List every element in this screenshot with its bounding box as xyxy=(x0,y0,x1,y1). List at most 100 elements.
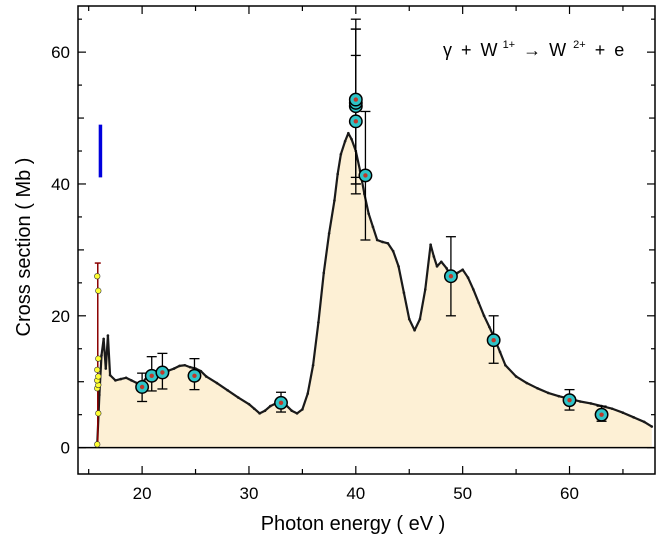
measured-point-center xyxy=(149,373,154,378)
curve-point xyxy=(114,379,117,382)
curve-point xyxy=(589,402,593,405)
x-axis-label: Photon energy ( eV ) xyxy=(261,513,446,535)
curve-point xyxy=(130,379,133,382)
curve-point xyxy=(435,265,439,268)
x-tick-label: 30 xyxy=(240,484,259,503)
curve-point xyxy=(367,212,370,215)
measured-point-center xyxy=(491,337,496,343)
curve-point xyxy=(339,153,343,156)
curve-point xyxy=(423,288,427,291)
measured-point-center xyxy=(192,373,197,378)
curve-point xyxy=(301,408,304,411)
curve-point xyxy=(333,199,336,202)
low-energy-point xyxy=(94,273,101,280)
curve-point xyxy=(311,363,315,367)
curve-point xyxy=(391,249,395,253)
curve-point xyxy=(178,364,181,368)
curve-point xyxy=(236,396,240,399)
curve-point xyxy=(472,288,475,291)
low-energy-point xyxy=(95,410,102,417)
curve-point xyxy=(108,373,112,377)
reaction-annotation: γ + W 1+ → W 2+ + e xyxy=(443,32,624,60)
y-tick-label: 40 xyxy=(51,175,70,194)
curve-point xyxy=(100,354,103,357)
curve-point xyxy=(482,314,486,318)
x-tick-label: 20 xyxy=(133,484,152,503)
curve-point xyxy=(546,391,550,395)
curve-point xyxy=(102,337,105,341)
plot-area xyxy=(78,18,655,449)
curve-point xyxy=(124,376,128,380)
curve-point xyxy=(504,363,507,367)
curve-point xyxy=(381,240,384,244)
curve-point xyxy=(610,407,614,411)
curve-point xyxy=(317,321,320,324)
curve-point xyxy=(375,238,379,242)
x-tick-label: 40 xyxy=(346,484,365,503)
curve-point xyxy=(525,381,529,385)
curve-point xyxy=(336,172,339,176)
curve-point xyxy=(402,291,406,295)
measured-point-center xyxy=(278,400,284,406)
curve-point xyxy=(258,412,261,415)
measured-point-center xyxy=(353,97,359,102)
area-fill xyxy=(97,133,652,448)
curve-point xyxy=(632,416,635,419)
x-tick-label: 50 xyxy=(453,484,472,503)
x-tick-label: 60 xyxy=(560,484,579,503)
y-tick-label: 0 xyxy=(61,439,70,458)
curve-point xyxy=(429,243,432,246)
curve-point xyxy=(413,329,416,332)
axes: 20 30 40 50 60 0 20 40 60 xyxy=(51,5,656,503)
curve-point xyxy=(557,394,561,398)
curve-point xyxy=(253,407,256,411)
measured-point-center xyxy=(160,370,165,375)
curve-point xyxy=(172,367,176,370)
curve-point xyxy=(650,425,654,428)
curve-point xyxy=(183,363,187,367)
curve-point xyxy=(204,375,208,378)
measured-point-center xyxy=(599,412,604,417)
curve-point xyxy=(386,241,390,245)
curve-point xyxy=(498,350,502,354)
curve-point xyxy=(327,232,331,235)
curve-point xyxy=(295,412,299,415)
curve-point xyxy=(445,267,448,270)
y-axis-label: Cross section ( Mb ) xyxy=(13,158,35,337)
curve-point xyxy=(350,137,353,141)
curve-point xyxy=(98,393,101,397)
curve-point xyxy=(578,400,582,403)
low-energy-point xyxy=(94,366,101,373)
curve-point xyxy=(432,255,436,258)
low-energy-point xyxy=(95,373,102,380)
curve-point xyxy=(621,411,625,414)
curve-point xyxy=(347,131,350,135)
curve-point xyxy=(514,375,518,378)
measured-point-center xyxy=(363,173,368,178)
curve-point xyxy=(643,420,646,424)
curve-point xyxy=(439,260,443,264)
curve-point xyxy=(322,271,326,275)
measured-point-center xyxy=(139,384,145,390)
curve-point xyxy=(371,225,375,229)
curve-point xyxy=(407,317,411,321)
curve-point xyxy=(418,317,422,321)
curve-point xyxy=(269,404,272,408)
curve-point xyxy=(215,381,219,385)
curve-point xyxy=(199,369,203,373)
low-energy-point xyxy=(95,355,102,362)
curve-point xyxy=(247,402,251,406)
measured-point-center xyxy=(567,397,572,403)
curve-point xyxy=(343,139,347,143)
measured-point-center xyxy=(353,119,359,124)
y-tick-label: 60 xyxy=(51,43,70,62)
low-energy-point xyxy=(95,287,102,294)
curve-point xyxy=(263,409,267,413)
curve-point xyxy=(466,276,470,279)
curve-point xyxy=(397,265,400,268)
curve-point xyxy=(106,334,110,337)
curve-point xyxy=(306,392,310,395)
curve-point xyxy=(477,301,480,304)
curve-point xyxy=(536,387,539,390)
y-tick-label: 20 xyxy=(51,307,70,326)
